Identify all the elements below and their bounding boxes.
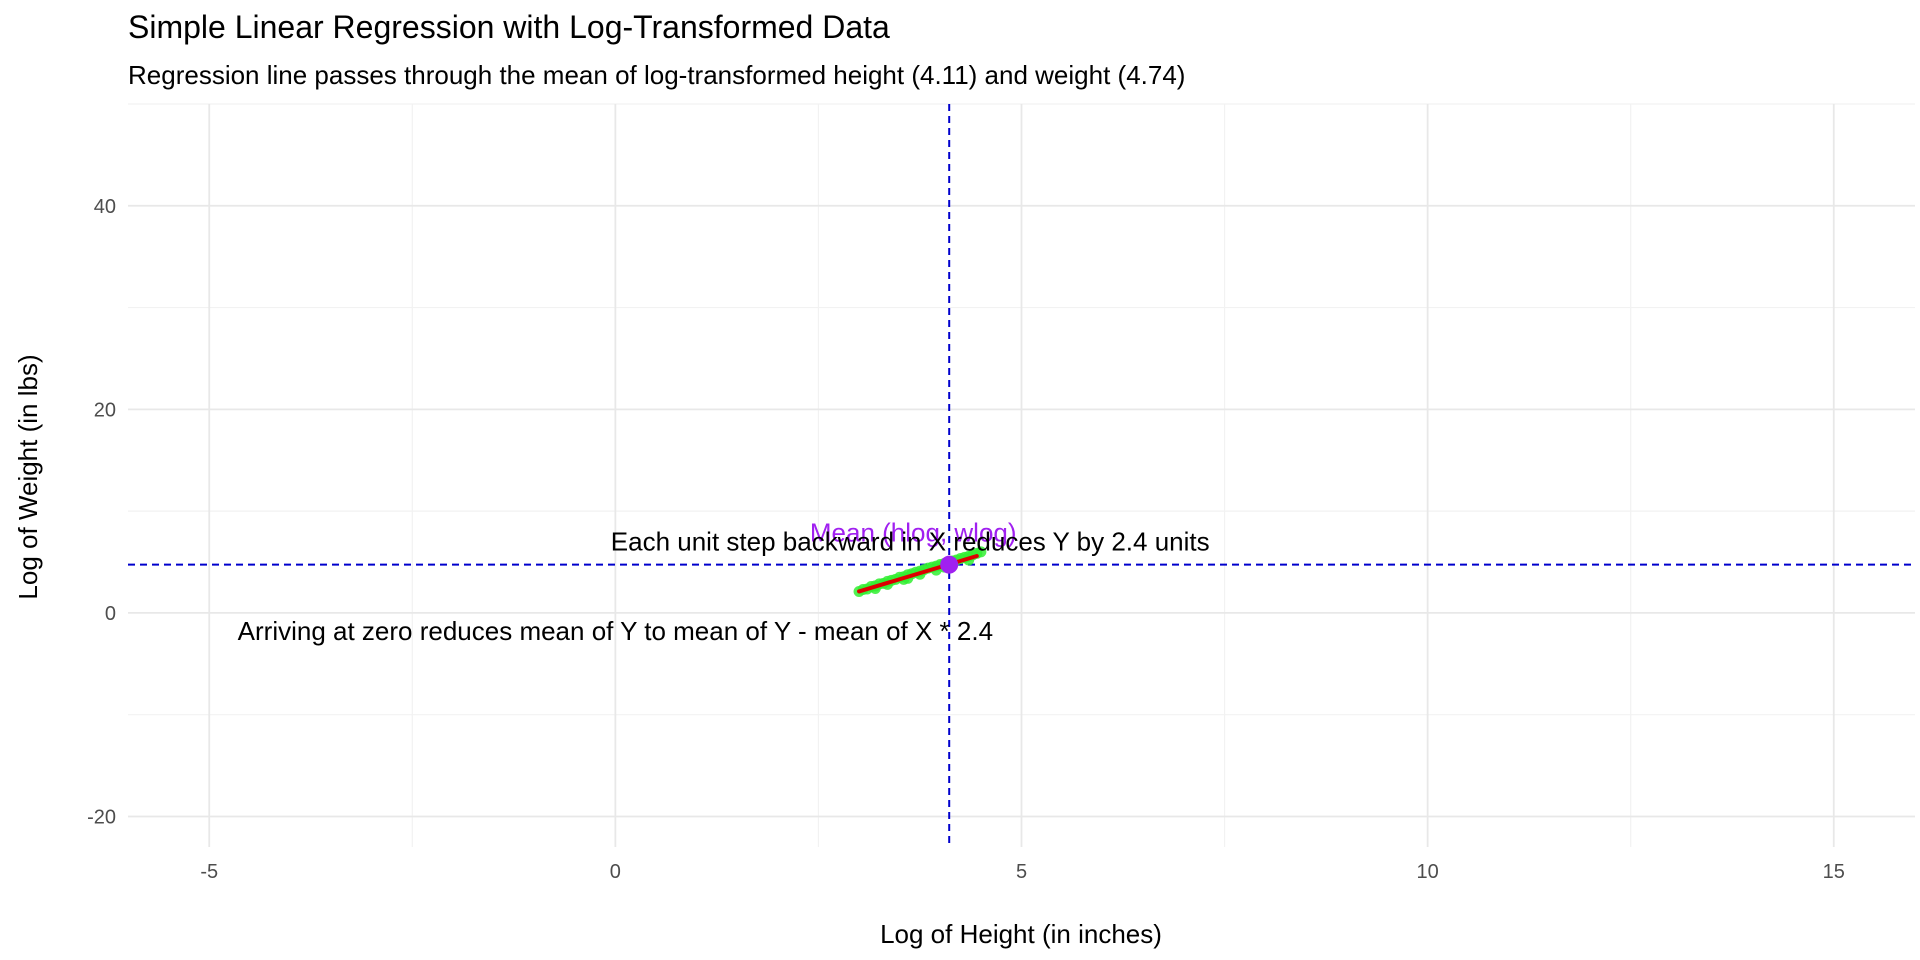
annotation-text: Arriving at zero reduces mean of Y to me… (238, 616, 993, 646)
y-axis-title: Log of Weight (in lbs) (13, 354, 43, 599)
x-axis-ticks: -5 0 5 10 15 (200, 861, 1845, 883)
regression-line (857, 554, 979, 594)
x-tick-label: 10 (1417, 861, 1439, 883)
chart-subtitle: Regression line passes through the mean … (128, 60, 1185, 90)
x-axis-title: Log of Height (in inches) (880, 919, 1162, 949)
y-axis-ticks: -20 0 20 40 (87, 196, 116, 829)
x-tick-label: 15 (1823, 861, 1845, 883)
x-tick-label: 0 (610, 861, 621, 883)
annotation-text: Each unit step backward in X reduces Y b… (611, 527, 1210, 557)
y-tick-label: 0 (105, 603, 116, 625)
y-tick-label: 40 (94, 196, 116, 218)
chart-title: Simple Linear Regression with Log-Transf… (128, 9, 890, 45)
mean-point (940, 555, 959, 574)
x-tick-label: 5 (1016, 861, 1027, 883)
y-tick-label: -20 (87, 806, 116, 828)
regression-line-group (857, 554, 979, 594)
reference-lines (128, 104, 1915, 847)
x-tick-label: -5 (200, 861, 218, 883)
y-tick-label: 20 (94, 399, 116, 421)
annotations: Each unit step backward in X reduces Y b… (238, 527, 1210, 647)
major-gridlines (128, 104, 1915, 847)
mean-point-label: Mean (hlog, wlog) (810, 518, 1017, 548)
mean-point-group: Mean (hlog, wlog) (810, 518, 1017, 574)
